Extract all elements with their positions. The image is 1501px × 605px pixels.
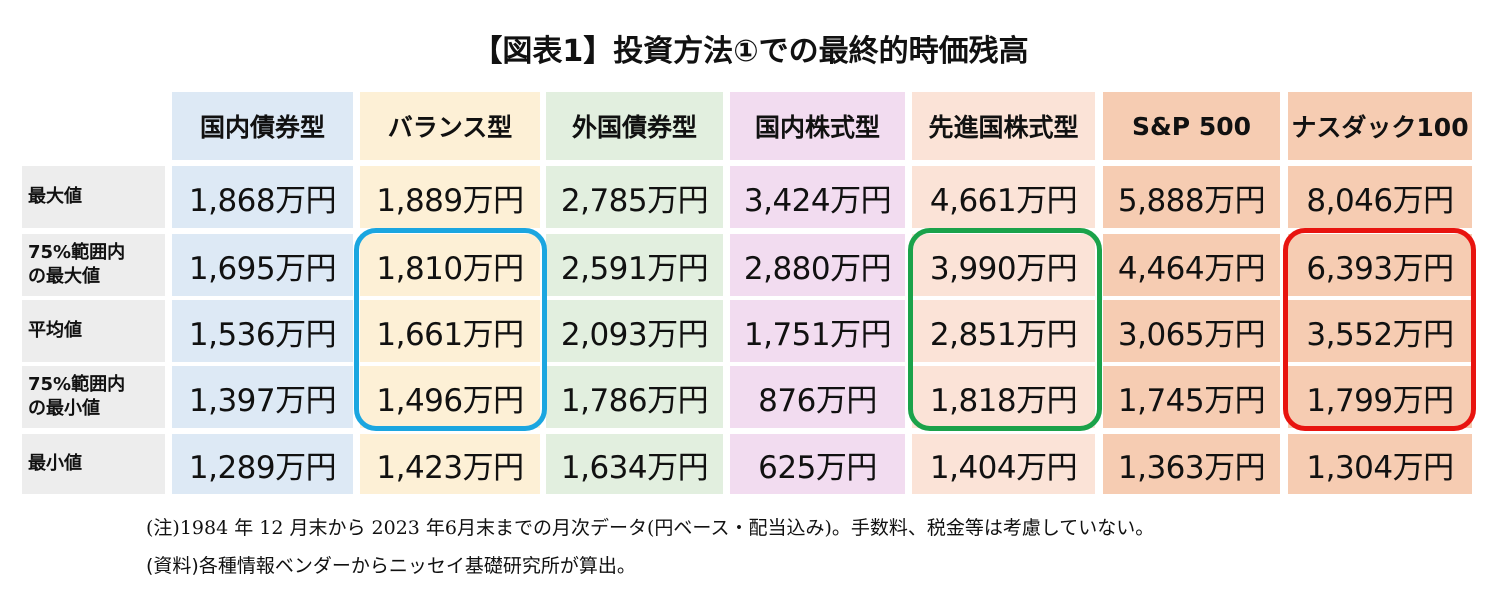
row-label: 平均値: [22, 300, 165, 362]
column-header: 外国債券型: [546, 92, 723, 160]
table-cell: 2,880万円: [730, 234, 905, 296]
footnote-source: (資料)各種情報ベンダーからニッセイ基礎研究所が算出。: [146, 555, 636, 577]
row-label: 最大値: [22, 166, 165, 228]
row-label-line: 75%範囲内: [28, 242, 126, 263]
column-header: 国内株式型: [730, 92, 905, 160]
table-cell: 1,695万円: [172, 234, 353, 296]
table-cell: 625万円: [730, 434, 905, 494]
table-cell: 1,304万円: [1288, 434, 1472, 494]
table-cell: 1,751万円: [730, 300, 905, 362]
column-header: 国内債券型: [172, 92, 353, 160]
row-label: 最小値: [22, 434, 165, 494]
table-cell: 1,889万円: [360, 166, 540, 228]
table-cell: 3,065万円: [1103, 300, 1280, 362]
row-label: 75%範囲内 の最小値: [22, 366, 165, 428]
table-cell: 1,496万円: [360, 366, 540, 428]
column-header: 先進国株式型: [912, 92, 1095, 160]
table-cell: 2,591万円: [546, 234, 723, 296]
row-label-line: の最大値: [28, 266, 100, 287]
column-header: S&P 500: [1103, 92, 1280, 160]
table-cell: 1,536万円: [172, 300, 353, 362]
table-cell: 1,634万円: [546, 434, 723, 494]
row-label: 75%範囲内 の最大値: [22, 234, 165, 296]
footnote-note: (注)1984 年 12 月末から 2023 年6月末までの月次データ(円ベース…: [146, 517, 1155, 539]
table-cell: 3,552万円: [1288, 300, 1472, 362]
table-cell: 1,404万円: [912, 434, 1095, 494]
table-cell: 3,424万円: [730, 166, 905, 228]
column-header: ナスダック100: [1288, 92, 1472, 160]
table-cell: 6,393万円: [1288, 234, 1472, 296]
table-cell: 1,818万円: [912, 366, 1095, 428]
table-cell: 1,745万円: [1103, 366, 1280, 428]
table-cell: 5,888万円: [1103, 166, 1280, 228]
table-cell: 2,851万円: [912, 300, 1095, 362]
column-header: バランス型: [360, 92, 540, 160]
row-label-line: 75%範囲内: [28, 374, 126, 395]
table-cell: 3,990万円: [912, 234, 1095, 296]
row-label-line: の最小値: [28, 398, 100, 419]
table-cell: 1,799万円: [1288, 366, 1472, 428]
table-cell: 1,289万円: [172, 434, 353, 494]
table-cell: 4,464万円: [1103, 234, 1280, 296]
chart-title: 【図表1】投資方法①での最終的時価残高: [472, 34, 1029, 69]
table-cell: 1,363万円: [1103, 434, 1280, 494]
table-cell: 1,786万円: [546, 366, 723, 428]
table-cell: 1,661万円: [360, 300, 540, 362]
table-cell: 1,397万円: [172, 366, 353, 428]
table-cell: 4,661万円: [912, 166, 1095, 228]
table-cell: 2,785万円: [546, 166, 723, 228]
table-cell: 1,810万円: [360, 234, 540, 296]
table-cell: 876万円: [730, 366, 905, 428]
table-cell: 1,423万円: [360, 434, 540, 494]
table-cell: 2,093万円: [546, 300, 723, 362]
table-cell: 1,868万円: [172, 166, 353, 228]
table-cell: 8,046万円: [1288, 166, 1472, 228]
